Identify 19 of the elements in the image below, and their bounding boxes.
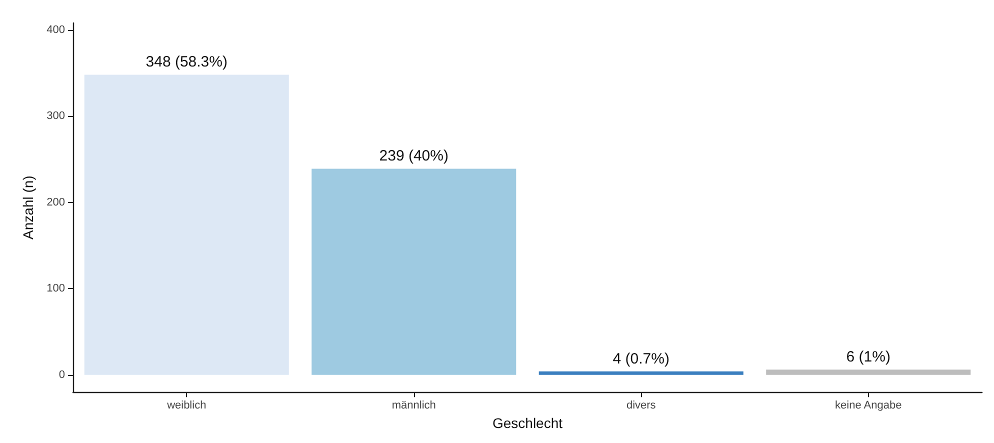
data-label: 348 (58.3%) [146, 54, 228, 71]
y-axis-title: Anzahl (n) [20, 176, 36, 240]
bar [312, 168, 516, 375]
bar [538, 371, 744, 375]
data-label: 6 (1%) [846, 348, 890, 366]
x-tick-label: keine Angabe [835, 400, 902, 412]
y-tick-label: 100 [46, 282, 65, 295]
data-label: 4 (0.7%) [612, 350, 670, 368]
bar [766, 370, 971, 375]
y-tick-label: 400 [46, 24, 65, 36]
x-tick-label: divers [626, 400, 656, 412]
x-tick-label: männlich [392, 400, 436, 412]
x-tick-label: weiblich [166, 400, 206, 412]
bar [84, 74, 289, 375]
y-tick-label: 200 [46, 196, 65, 208]
x-axis-title: Geschlecht [492, 415, 563, 431]
y-tick-label: 0 [58, 368, 65, 381]
y-tick-label: 300 [46, 110, 65, 122]
data-label: 239 (40%) [379, 148, 448, 165]
